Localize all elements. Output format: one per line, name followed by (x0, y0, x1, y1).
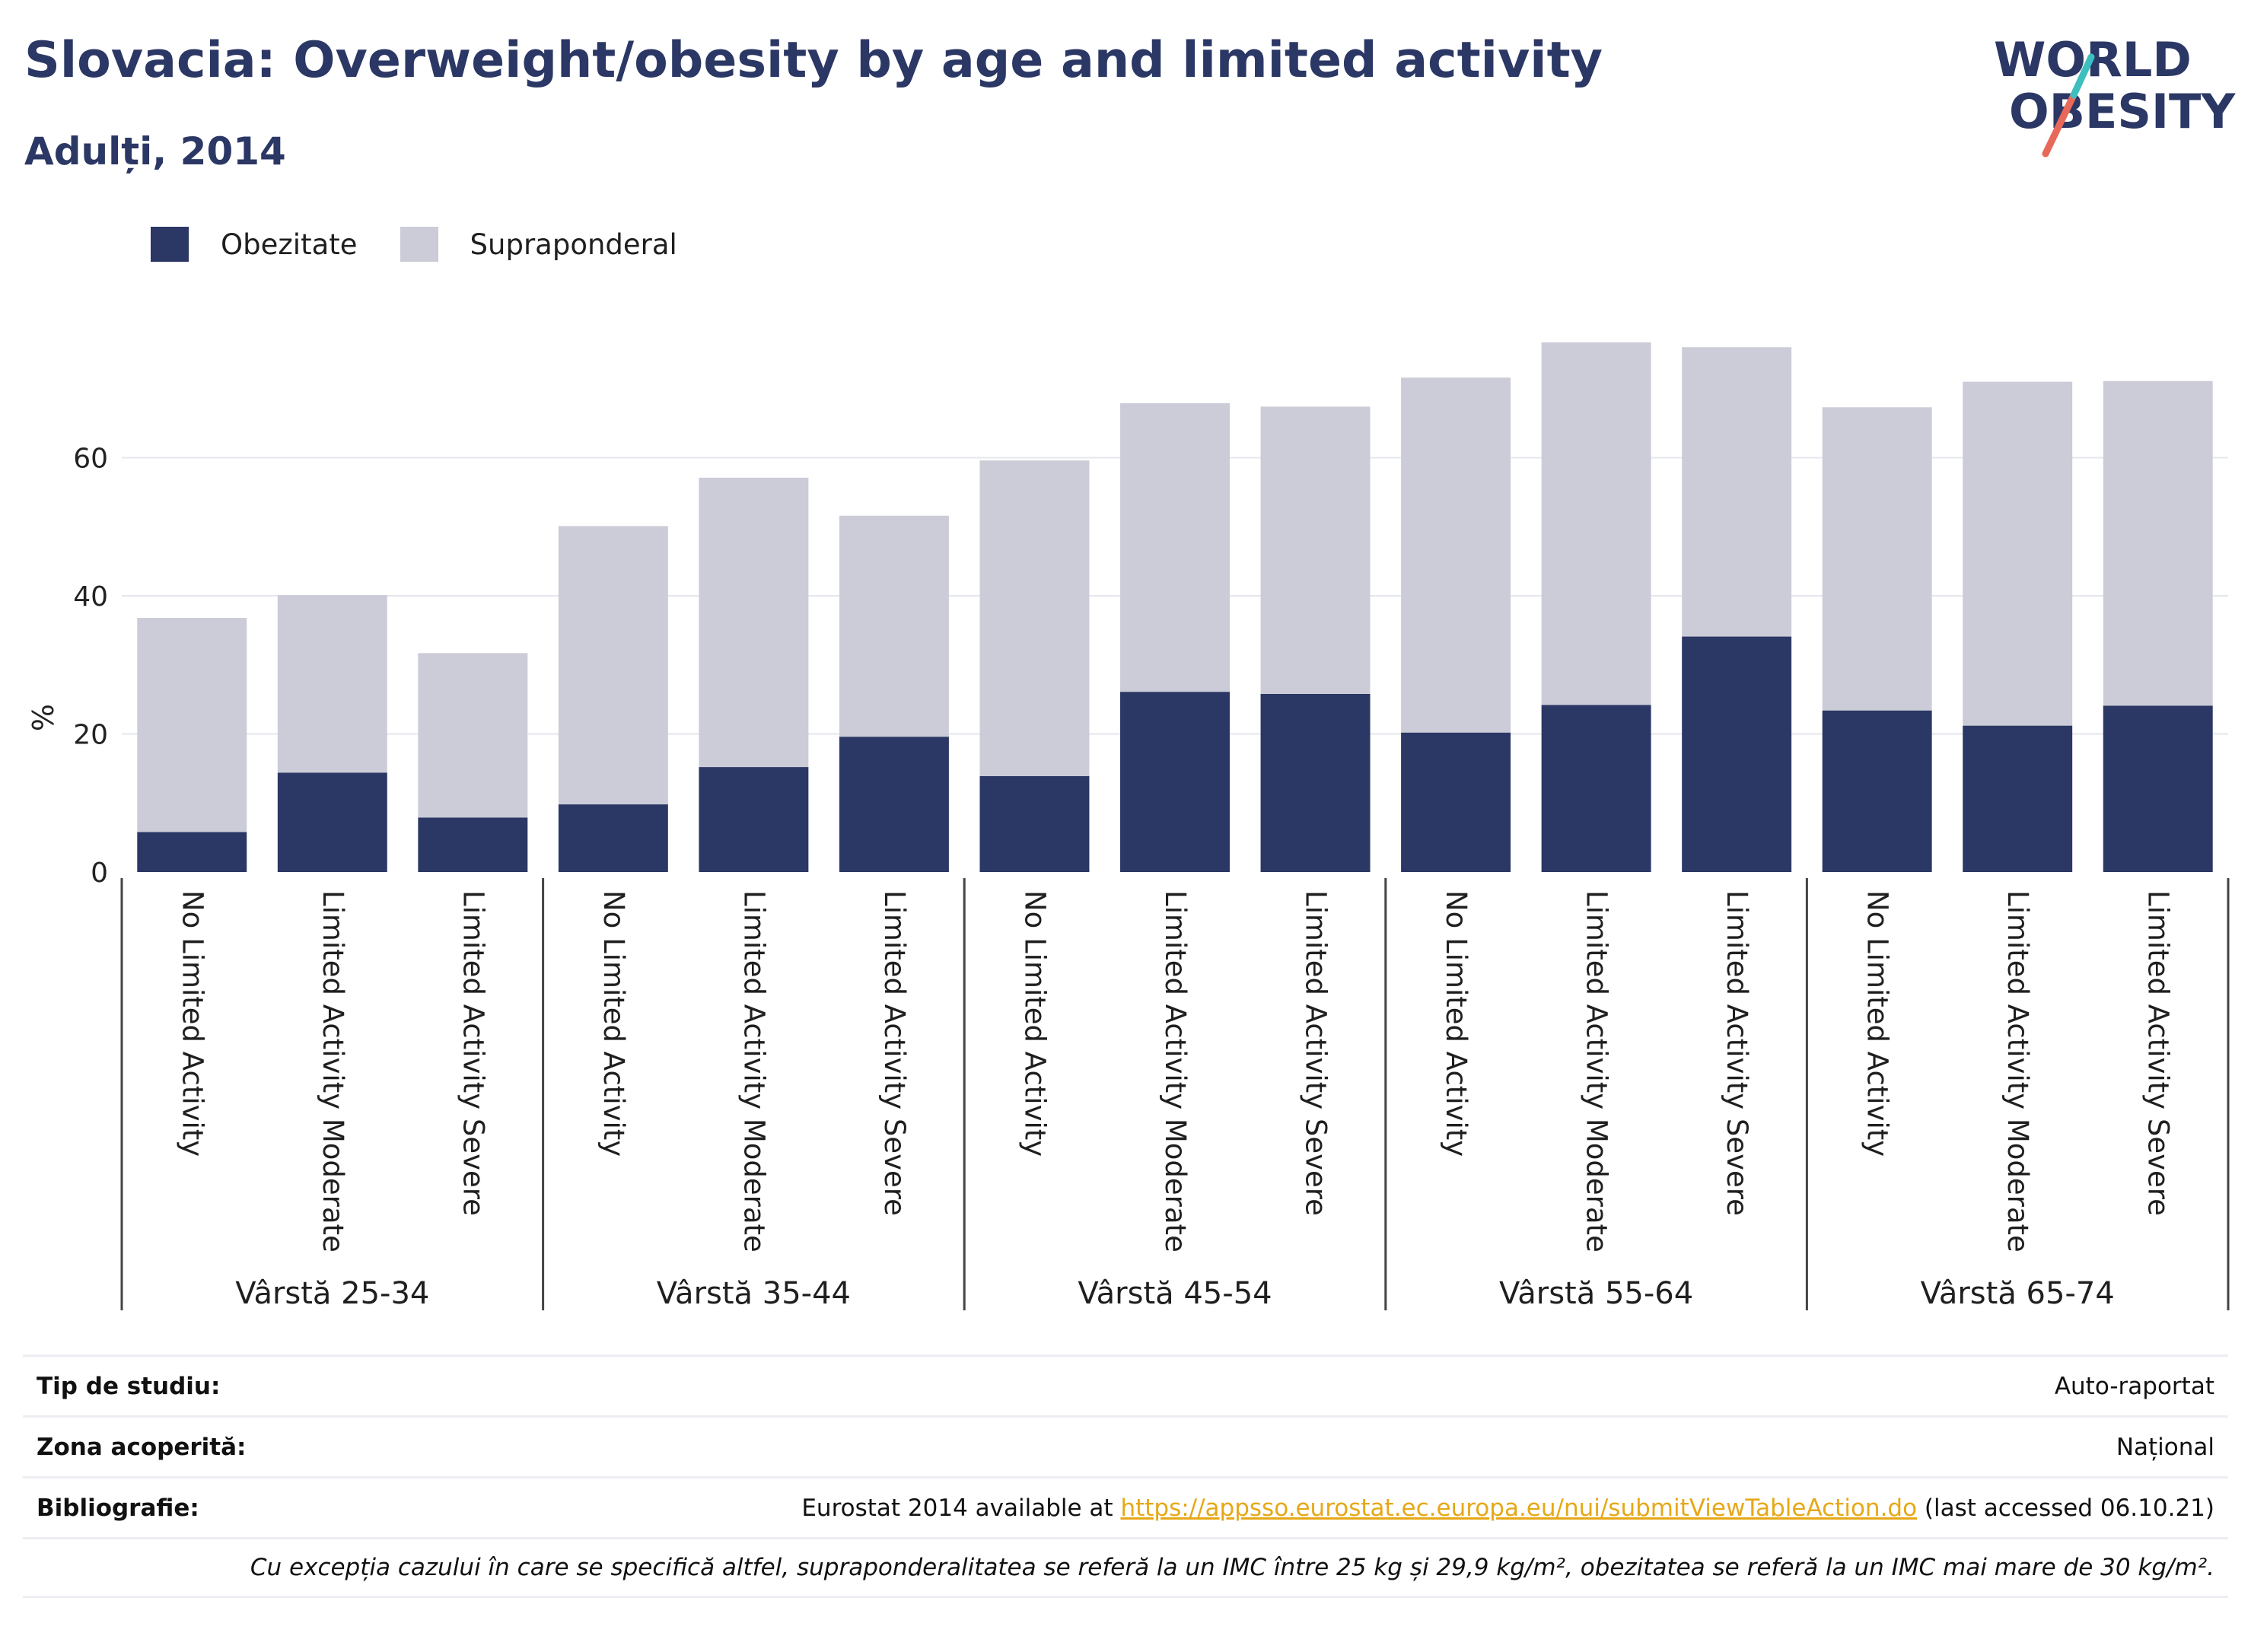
bar-obesity (558, 804, 668, 872)
category-label: Limited Activity Severe (2142, 890, 2175, 1216)
category-label: No Limited Activity (1861, 890, 1894, 1157)
category-label: Limited Activity Moderate (737, 890, 770, 1253)
bar-overweight (418, 653, 528, 818)
legend-label-obesity: Obezitate (221, 228, 358, 261)
category-label: Limited Activity Severe (1721, 890, 1753, 1216)
coverage-value: Național (2116, 1433, 2214, 1461)
category-label: No Limited Activity (176, 890, 209, 1157)
bar-obesity (137, 832, 247, 872)
bar-obesity (1682, 636, 1792, 872)
stacked-bar-chart: 0 20 40 60% No Limited Activity Limited Activ… (27, 342, 2230, 1311)
legend-item-obesity[interactable]: Obezitate (151, 227, 358, 262)
definition-note: Cu excepția cazului în care se specifică… (250, 1554, 2214, 1581)
category-label: Limited Activity Severe (1300, 890, 1332, 1216)
study-type-value: Auto-raportat (2054, 1372, 2214, 1400)
y-tick-label: 20 (73, 720, 108, 751)
group-label: Vârstă 45-54 (1078, 1276, 1272, 1311)
world-obesity-logo: WORLD OBESITY (1994, 32, 2236, 158)
bar-obesity (1822, 710, 1932, 872)
chart-legend: Obezitate Supraponderal (151, 227, 720, 262)
legend-swatch-obesity (151, 227, 189, 262)
study-info-table: Tip de studiu: Auto-raportat Zona acoper… (23, 1354, 2228, 1598)
coverage-label: Zona acoperită: (37, 1433, 247, 1461)
bar-obesity (979, 775, 1090, 872)
category-label: Limited Activity Moderate (2001, 890, 2034, 1253)
category-label: No Limited Activity (597, 890, 630, 1157)
bar-obesity (839, 737, 949, 872)
y-tick-label: 40 (73, 581, 108, 613)
bibliography-label: Bibliografie: (37, 1494, 199, 1522)
category-label: Limited Activity Moderate (317, 890, 349, 1253)
category-label: No Limited Activity (1018, 890, 1051, 1157)
bibliography-prefix: Eurostat 2014 available at (801, 1494, 1121, 1522)
bar-overweight (839, 515, 949, 737)
info-row-note: Cu excepția cazului în care se specifică… (23, 1537, 2228, 1598)
bar-obesity (1541, 705, 1651, 872)
bar-overweight (1682, 347, 1792, 637)
bar-overweight (1120, 403, 1230, 692)
info-row-bibliography: Bibliografie: Eurostat 2014 available at… (23, 1476, 2228, 1537)
bar-overweight (558, 526, 668, 805)
bar-overweight (137, 618, 247, 832)
bar-obesity (1401, 732, 1511, 872)
y-axis-label: % (27, 704, 60, 731)
legend-item-overweight[interactable]: Supraponderal (400, 227, 677, 262)
logo-line-2: OBESITY (2009, 84, 2236, 139)
bibliography-value: Eurostat 2014 available at https://appss… (801, 1494, 2214, 1522)
legend-swatch-overweight (400, 227, 438, 262)
bar-obesity (2103, 705, 2213, 872)
bibliography-link[interactable]: https://appsso.eurostat.ec.europa.eu/nui… (1120, 1494, 1918, 1522)
chart-subtitle: Adulți, 2014 (24, 129, 286, 173)
bar-obesity (699, 767, 809, 872)
category-label: Limited Activity Moderate (1581, 890, 1613, 1253)
bar-overweight (979, 460, 1090, 776)
category-label: Limited Activity Moderate (1159, 890, 1192, 1253)
bar-obesity (277, 772, 387, 872)
category-label: Limited Activity Severe (457, 890, 489, 1216)
category-label: Limited Activity Severe (878, 890, 911, 1216)
category-label: No Limited Activity (1440, 890, 1473, 1157)
bar-overweight (1822, 407, 1932, 711)
bar-overweight (1963, 381, 2073, 726)
study-type-label: Tip de studiu: (37, 1372, 221, 1400)
bar-obesity (418, 817, 528, 872)
bibliography-suffix: (last accessed 06.10.21) (1917, 1494, 2214, 1522)
bar-overweight (699, 477, 809, 768)
group-label: Vârstă 55-64 (1499, 1276, 1693, 1311)
bar-overweight (1541, 342, 1651, 705)
logo-slash-teal-icon (2070, 53, 2095, 99)
group-label: Vârstă 65-74 (1921, 1276, 2115, 1311)
y-tick-label: 0 (91, 858, 108, 889)
group-label: Vârstă 25-34 (235, 1276, 429, 1311)
info-row-study-type: Tip de studiu: Auto-raportat (23, 1354, 2228, 1415)
bar-overweight (2103, 380, 2213, 706)
info-row-coverage: Zona acoperită: Național (23, 1415, 2228, 1476)
logo-slash-red-icon (2042, 91, 2077, 158)
bar-overweight (1260, 406, 1371, 694)
bar-overweight (1401, 377, 1511, 733)
legend-label-overweight: Supraponderal (470, 228, 677, 261)
bar-obesity (1120, 692, 1230, 872)
y-tick-label: 60 (73, 444, 108, 475)
bar-overweight (277, 595, 387, 773)
bar-obesity (1260, 693, 1371, 872)
bar-obesity (1963, 725, 2073, 872)
group-label: Vârstă 35-44 (657, 1276, 851, 1311)
chart-title: Slovacia: Overweight/obesity by age and … (24, 32, 1603, 89)
